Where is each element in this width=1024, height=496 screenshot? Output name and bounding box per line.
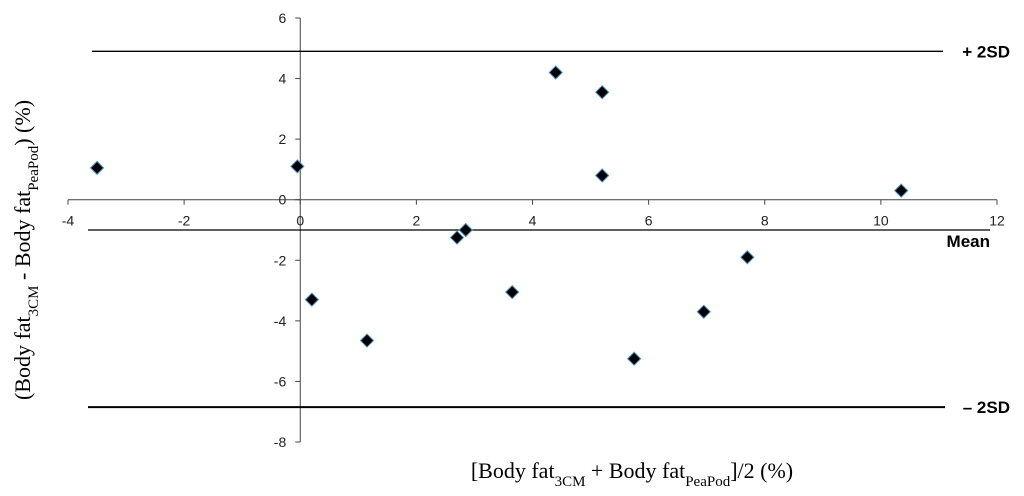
axis-title-text: ]/2 (%) — [730, 458, 793, 483]
data-point — [594, 84, 610, 100]
y-tick-label: 2 — [278, 131, 286, 147]
data-point — [504, 284, 520, 300]
data-point — [458, 222, 473, 238]
x-axis-title: [Body fat3CM + Body fatPeaPod]/2 (%) — [471, 458, 793, 490]
x-tick-label: 0 — [296, 213, 304, 229]
axis-title-text: (Body fat — [10, 316, 35, 400]
x-tick-label: 8 — [761, 213, 769, 229]
data-point — [696, 304, 711, 319]
data-point — [626, 351, 642, 366]
axis-title-subscript: PeaPod — [685, 474, 731, 490]
reference-line-label: Mean — [947, 232, 990, 251]
axis-title-text: ) (%) — [10, 100, 35, 146]
x-tick-label: -4 — [62, 213, 75, 229]
axis-title-subscript: PeaPod — [26, 145, 42, 191]
axis-title-subscript: 3CM — [26, 285, 42, 316]
x-tick-label: 6 — [645, 213, 653, 229]
data-points — [89, 65, 909, 366]
data-point — [594, 168, 610, 183]
y-tick-label: -2 — [274, 252, 287, 268]
data-point — [304, 292, 320, 307]
data-point — [893, 183, 909, 198]
axis-title-subscript: 3CM — [555, 474, 586, 490]
x-tick-label: 4 — [529, 213, 537, 229]
reference-line-label: + 2SD — [962, 42, 1010, 61]
y-tick-label: -6 — [274, 373, 287, 389]
data-point — [449, 230, 465, 245]
y-axis-title: (Body fat3CM - Body fatPeaPod) (%) — [10, 100, 42, 400]
data-point — [89, 160, 105, 176]
x-tick-label: 10 — [873, 213, 889, 229]
reference-lines: + 2SD Mean – 2SD — [88, 42, 1010, 417]
x-tick-label: 2 — [412, 213, 420, 229]
y-tick-label: 0 — [278, 192, 286, 208]
tick-labels: -4 -2 0 2 4 6 8 10 12 -8 -6 -4 -2 0 2 4 6 — [62, 10, 1005, 450]
data-point — [740, 250, 755, 265]
x-tick-label: -2 — [178, 213, 191, 229]
data-point — [290, 159, 305, 174]
y-tick-label: 4 — [278, 71, 286, 87]
reference-line-label: – 2SD — [963, 398, 1010, 417]
y-tick-label: -8 — [274, 434, 287, 450]
y-tick-label: 6 — [278, 10, 286, 26]
data-point — [359, 333, 375, 348]
data-point — [548, 65, 563, 80]
x-tick-label: 12 — [989, 213, 1005, 229]
axis-title-text: + Body fat — [585, 458, 685, 483]
axis-title-text: [Body fat — [471, 458, 555, 483]
y-tick-label: -4 — [274, 313, 287, 329]
axis-title-text: - Body fat — [10, 191, 35, 286]
